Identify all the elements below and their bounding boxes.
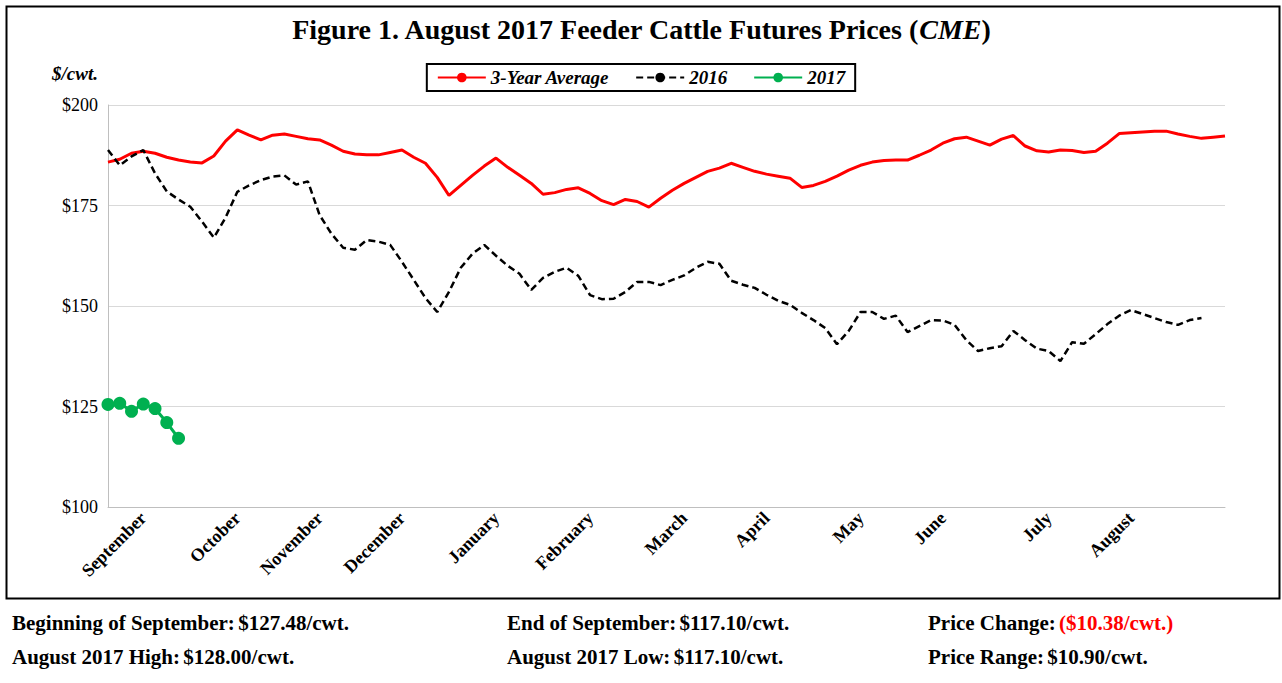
svg-text:$200: $200 [62, 95, 98, 115]
svg-text:$117.10/cwt.: $117.10/cwt. [674, 645, 784, 669]
svg-text:2017: 2017 [806, 67, 847, 88]
svg-text:June: June [910, 508, 950, 548]
svg-text:August: August [1085, 508, 1138, 561]
svg-text:August 2017 High:: August 2017 High: [12, 645, 180, 669]
svg-text:($10.38/cwt.): ($10.38/cwt.) [1059, 611, 1173, 635]
svg-text:Price Change:: Price Change: [928, 611, 1056, 635]
svg-text:February: February [531, 508, 597, 574]
svg-text:$117.10/cwt.: $117.10/cwt. [679, 611, 789, 635]
svg-text:$10.90/cwt.: $10.90/cwt. [1047, 645, 1147, 669]
svg-text:December: December [340, 508, 409, 577]
svg-text:$/cwt.: $/cwt. [51, 63, 98, 84]
svg-text:November: November [256, 508, 327, 579]
svg-text:April: April [730, 508, 773, 551]
svg-text:May: May [829, 508, 868, 547]
svg-text:$127.48/cwt.: $127.48/cwt. [238, 611, 349, 635]
svg-text:End of September:: End of September: [507, 611, 676, 635]
svg-text:September: September [78, 508, 151, 581]
svg-text:2016: 2016 [688, 67, 728, 88]
svg-text:3-Year Average: 3-Year Average [490, 67, 609, 88]
svg-text:January: January [444, 508, 503, 567]
svg-text:$100: $100 [62, 497, 98, 517]
svg-text:Price Range:: Price Range: [928, 645, 1044, 669]
svg-text:CME: CME [919, 14, 981, 45]
svg-text:Figure 1. August 2017 Feeder C: Figure 1. August 2017 Feeder Cattle Futu… [292, 14, 918, 45]
svg-text:$128.00/cwt.: $128.00/cwt. [183, 645, 294, 669]
svg-text:Beginning of September:: Beginning of September: [12, 611, 235, 635]
svg-text:August 2017 Low:: August 2017 Low: [507, 645, 670, 669]
svg-text:July: July [1018, 508, 1055, 545]
svg-text:$175: $175 [62, 196, 98, 216]
svg-text:October: October [186, 508, 245, 567]
svg-text:$125: $125 [62, 397, 98, 417]
svg-text:): ) [981, 14, 990, 45]
svg-text:March: March [641, 508, 692, 559]
svg-text:$150: $150 [62, 296, 98, 316]
